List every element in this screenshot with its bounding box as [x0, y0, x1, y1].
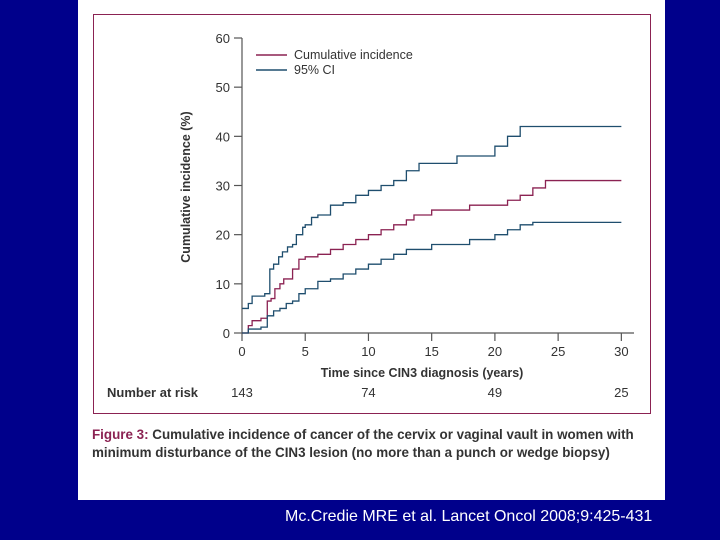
y-tick-label: 60: [216, 31, 230, 46]
y-tick-label: 40: [216, 129, 230, 144]
y-tick-label: 20: [216, 228, 230, 243]
y-tick-label: 50: [216, 80, 230, 95]
figure-label: Figure 3:: [92, 427, 149, 442]
risk-table-value: 143: [231, 385, 253, 400]
legend-label: 95% CI: [294, 63, 335, 77]
y-tick-label: 10: [216, 277, 230, 292]
risk-table-value: 74: [361, 385, 375, 400]
series-line-3: [242, 221, 622, 334]
x-tick-label: 10: [361, 344, 375, 359]
y-axis-title: Cumulative incidence (%): [179, 111, 193, 262]
y-tick-label: 30: [216, 179, 230, 194]
series-line-2: [242, 125, 622, 310]
risk-table-value: 25: [614, 385, 628, 400]
legend-label: Cumulative incidence: [294, 48, 413, 62]
y-tick-label: 0: [223, 326, 230, 341]
x-tick-label: 20: [488, 344, 502, 359]
x-axis-title: Time since CIN3 diagnosis (years): [321, 366, 524, 380]
x-tick-label: 0: [238, 344, 245, 359]
figure-frame: [93, 14, 651, 414]
series-line-1: [242, 179, 622, 334]
x-tick-label: 25: [551, 344, 565, 359]
risk-table-label: Number at risk: [107, 385, 199, 400]
x-tick-label: 5: [302, 344, 309, 359]
figure-caption: Figure 3: Cumulative incidence of cancer…: [92, 426, 652, 462]
citation: Mc.Credie MRE et al. Lancet Oncol 2008;9…: [285, 508, 653, 525]
x-tick-label: 30: [614, 344, 628, 359]
risk-table-value: 49: [488, 385, 502, 400]
figure-caption-text: Cumulative incidence of cancer of the ce…: [92, 427, 634, 460]
x-tick-label: 15: [424, 344, 438, 359]
